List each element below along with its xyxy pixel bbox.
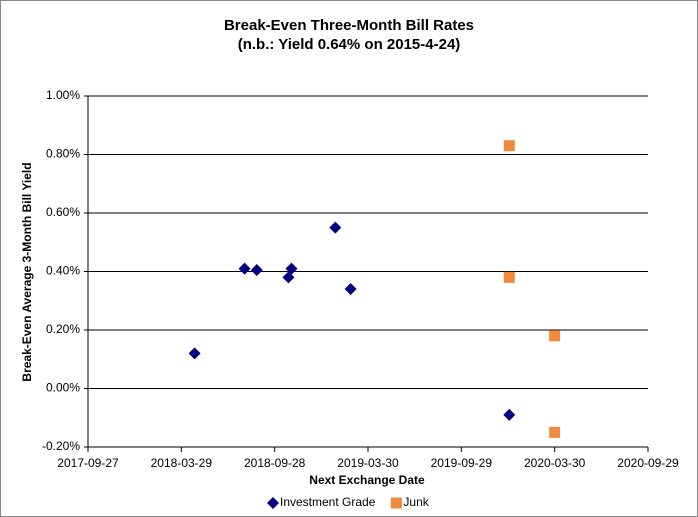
y-tick-label: 0.20% xyxy=(46,322,80,336)
y-tick-label: 0.80% xyxy=(46,147,80,161)
point xyxy=(188,347,201,360)
legend-label: Junk xyxy=(403,495,429,509)
x-tick-label: 2019-03-30 xyxy=(337,456,399,470)
legend-marker xyxy=(390,497,402,509)
point xyxy=(503,408,516,421)
x-tick-label: 2018-03-29 xyxy=(151,456,213,470)
chart-title: Break-Even Three-Month Bill Rates xyxy=(224,17,474,34)
chart-subtitle: (n.b.: Yield 0.64% on 2015-4-24) xyxy=(238,36,461,53)
y-axis-title: Break-Even Average 3-Month Bill Yield xyxy=(20,162,34,381)
y-tick-label: -0.20% xyxy=(42,439,80,453)
y-tick-label: 0.60% xyxy=(46,205,80,219)
legend-label: Investment Grade xyxy=(280,495,376,509)
y-tick-label: 0.00% xyxy=(46,381,80,395)
x-tick-label: 2017-09-27 xyxy=(57,456,119,470)
x-tick-label: 2020-03-30 xyxy=(524,456,586,470)
legend-marker xyxy=(267,497,279,509)
point xyxy=(549,330,561,342)
point xyxy=(503,140,515,152)
point xyxy=(329,221,342,234)
y-tick-label: 0.40% xyxy=(46,264,80,278)
point xyxy=(238,262,251,275)
x-tick-label: 2020-09-29 xyxy=(617,456,679,470)
point xyxy=(344,283,357,296)
point xyxy=(549,426,561,438)
y-tick-label: 1.00% xyxy=(46,88,80,102)
x-tick-label: 2018-09-28 xyxy=(244,456,306,470)
point xyxy=(250,264,263,277)
x-tick-label: 2019-09-29 xyxy=(431,456,493,470)
x-axis-title: Next Exchange Date xyxy=(309,473,425,487)
point xyxy=(285,262,298,275)
point xyxy=(503,271,515,283)
